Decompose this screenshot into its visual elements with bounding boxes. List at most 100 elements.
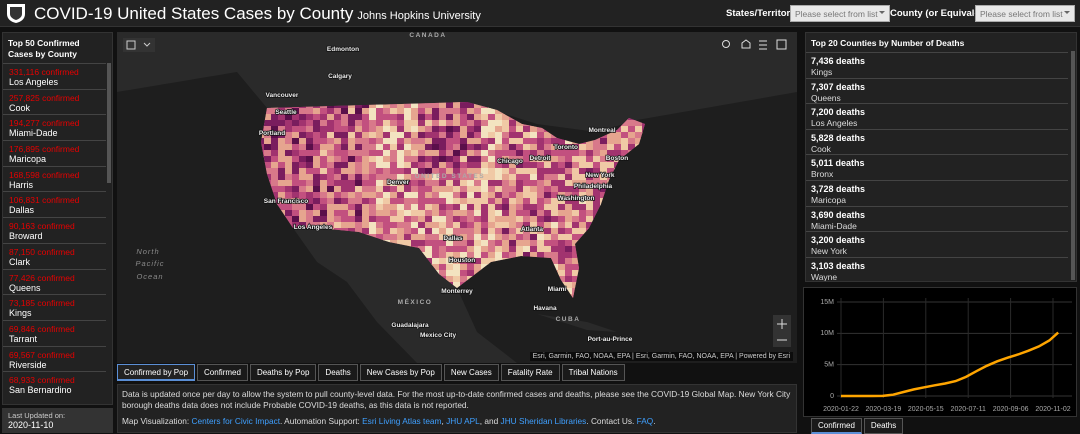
county-cell xyxy=(558,234,566,241)
county-cell xyxy=(607,132,615,139)
county-cell xyxy=(572,240,580,247)
county-cell xyxy=(642,120,645,127)
map-tab[interactable]: New Cases by Pop xyxy=(359,364,442,381)
map-tab[interactable]: Tribal Nations xyxy=(561,364,625,381)
county-cell xyxy=(453,204,461,211)
layer-button[interactable] xyxy=(123,38,155,52)
county-cell xyxy=(544,246,552,253)
list-item[interactable]: 73,185 confirmed Kings xyxy=(3,294,106,320)
map-label: North xyxy=(136,247,159,256)
county-cell xyxy=(523,198,531,205)
county-cell xyxy=(607,246,615,253)
county-cell xyxy=(628,156,636,163)
list-item[interactable]: 3,200 deaths New York xyxy=(806,231,1068,257)
list-item[interactable]: 7,307 deaths Queens xyxy=(806,77,1068,104)
list-item[interactable]: 77,426 confirmed Queens xyxy=(3,268,106,295)
list-item[interactable]: 331,116 confirmed Los Angeles xyxy=(3,63,106,89)
county-cell xyxy=(390,138,398,145)
county-cell xyxy=(628,276,636,283)
home-button[interactable] xyxy=(741,39,751,49)
list-item[interactable]: 7,436 deaths Kings xyxy=(806,52,1068,78)
county-cell xyxy=(565,132,573,139)
county-cell xyxy=(642,234,645,241)
county-cell xyxy=(313,114,321,121)
list-item[interactable]: 69,846 confirmed Tarrant xyxy=(3,319,106,346)
list-item[interactable]: 168,598 confirmed Harris xyxy=(3,165,106,192)
county-cell xyxy=(621,198,629,205)
county-cell xyxy=(495,222,503,229)
county-cell xyxy=(292,252,300,259)
list-item[interactable]: 5,011 deaths Bronx xyxy=(806,154,1068,180)
credit-link[interactable]: Centers for Civic Impact xyxy=(191,416,281,426)
county-cell xyxy=(516,240,524,247)
county-cell xyxy=(579,132,587,139)
search-button[interactable] xyxy=(722,40,730,48)
county-cell xyxy=(488,204,496,211)
list-item[interactable]: 90,163 confirmed Broward xyxy=(3,217,106,243)
county-cell xyxy=(509,228,517,235)
list-item[interactable]: 87,150 confirmed Clark xyxy=(3,242,106,269)
county-cell xyxy=(565,174,573,181)
list-item[interactable]: 5,828 deaths Cook xyxy=(806,128,1068,155)
county-cell xyxy=(369,150,377,157)
county-cell xyxy=(516,246,524,253)
list-item[interactable]: 3,103 deaths Wayne xyxy=(806,256,1068,281)
county-cell xyxy=(586,246,594,253)
title-text: COVID-19 United States Cases by County xyxy=(34,4,354,23)
county-cell xyxy=(586,300,594,307)
county-cell xyxy=(530,186,538,193)
list-item[interactable]: 68,933 confirmed San Bernardino xyxy=(3,371,106,397)
county-cell xyxy=(453,198,461,205)
list-item[interactable]: 194,277 confirmed Miami-Dade xyxy=(3,114,106,140)
scrollbar[interactable] xyxy=(1071,51,1075,280)
credit-link[interactable]: FAQ xyxy=(636,416,654,426)
list-item[interactable]: 257,825 confirmed Cook xyxy=(3,88,106,115)
county-cell xyxy=(621,216,629,223)
map[interactable]: CANADA Edmonton Calgary Vancouver Seattle Por… xyxy=(117,32,797,363)
scrollbar[interactable] xyxy=(107,63,111,183)
list-item[interactable]: 106,831 confirmed Dallas xyxy=(3,191,106,217)
county-cell xyxy=(558,246,566,253)
county-cell xyxy=(383,198,391,205)
list-item[interactable]: 3,690 deaths Miami-Dade xyxy=(806,205,1068,232)
county-cell xyxy=(292,258,300,265)
county-cell xyxy=(614,300,622,307)
map-tab[interactable]: Deaths xyxy=(318,364,358,381)
list-item[interactable]: 7,200 deaths Los Angeles xyxy=(806,103,1068,129)
list-item[interactable]: 3,728 deaths Maricopa xyxy=(806,179,1068,206)
chart-tab[interactable]: Deaths xyxy=(863,418,904,434)
county-cell xyxy=(600,156,608,163)
chart-tab[interactable]: Confirmed xyxy=(811,418,862,434)
map-tab[interactable]: Confirmed by Pop xyxy=(117,364,196,381)
county-cell xyxy=(635,258,643,265)
county-cell xyxy=(383,156,391,163)
county-cell xyxy=(642,294,645,298)
confirmed-count: 257,825 confirmed xyxy=(9,92,80,103)
county-cell xyxy=(635,168,643,175)
county-cell xyxy=(271,132,279,139)
list-item[interactable]: 176,895 confirmed Maricopa xyxy=(3,140,106,166)
county-cell xyxy=(460,156,468,163)
county-name: San Bernardino xyxy=(9,385,72,396)
county-cell xyxy=(425,108,433,115)
states-select[interactable]: Please select from list xyxy=(790,5,890,22)
map-tab[interactable]: Fatality Rate xyxy=(500,364,560,381)
county-cell xyxy=(439,168,447,175)
county-cell xyxy=(432,156,440,163)
county-cell xyxy=(488,156,496,163)
zoom-in[interactable] xyxy=(777,319,787,329)
county-cell xyxy=(299,276,307,283)
basemap-button[interactable] xyxy=(776,39,787,50)
list-item[interactable]: 69,567 confirmed Riverside xyxy=(3,345,106,372)
credit-link[interactable]: JHU Sheridan Libraries xyxy=(500,416,587,426)
y-tick-label: 10M xyxy=(820,330,834,337)
credit-link[interactable]: Esri Living Atlas team xyxy=(362,416,442,426)
map-tab[interactable]: Deaths by Pop xyxy=(249,364,317,381)
legend-button[interactable] xyxy=(759,40,767,50)
map-tab[interactable]: New Cases xyxy=(443,364,499,381)
county-select[interactable]: Please select from list xyxy=(975,5,1075,22)
county-cell xyxy=(341,138,349,145)
credit-link[interactable]: JHU APL xyxy=(446,416,480,426)
map-tab[interactable]: Confirmed xyxy=(197,364,248,381)
county-cell xyxy=(628,246,636,253)
